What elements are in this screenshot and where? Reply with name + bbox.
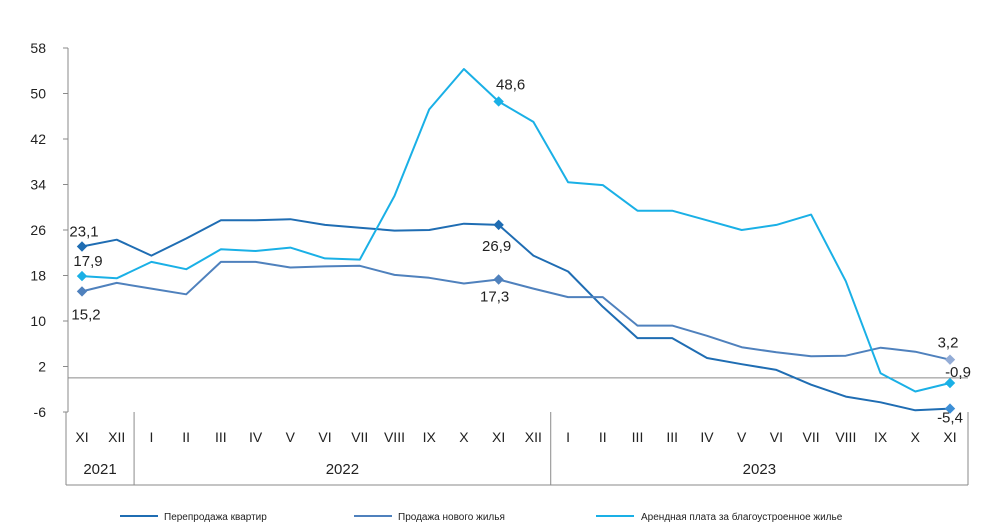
x-tick-label: X	[459, 429, 469, 445]
x-tick-label: IV	[700, 429, 714, 445]
series-line-3	[81, 68, 951, 393]
series-lines	[81, 68, 951, 412]
data-label: 17,3	[480, 288, 509, 305]
legend-label: Продажа нового жилья	[398, 512, 505, 523]
x-tick-label: III	[666, 429, 678, 445]
data-label: 48,6	[496, 76, 525, 93]
series-line-1	[81, 218, 951, 412]
x-tick-label: I	[149, 429, 153, 445]
data-marker	[76, 241, 88, 252]
y-tick-label: 2	[38, 359, 46, 375]
data-label: -5,4	[937, 410, 963, 427]
data-label: -0,9	[945, 364, 971, 381]
data-label: 23,1	[69, 223, 98, 240]
y-tick-label: 58	[30, 40, 46, 56]
x-tick-label: VI	[318, 429, 331, 445]
legend-label: Перепродажа квартир	[164, 512, 267, 523]
data-label: 3,2	[938, 335, 959, 352]
y-tick-label: 50	[30, 86, 46, 102]
y-tick-label: -6	[34, 404, 47, 420]
y-tick-label: 18	[30, 268, 46, 284]
x-tick-label: VIII	[835, 429, 856, 445]
data-labels: 23,1 26,9 -5,4 15,2 17,3 3,2 17,9 48,6 -0,9	[69, 76, 971, 426]
x-tick-label: IX	[423, 429, 437, 445]
year-label: 2021	[83, 461, 116, 478]
x-tick-label: V	[737, 429, 747, 445]
x-tick-label: VIII	[384, 429, 405, 445]
data-marker	[493, 219, 504, 231]
x-tick-label: VII	[351, 429, 368, 445]
data-label: 15,2	[71, 306, 100, 323]
data-marker	[493, 274, 504, 285]
x-tick-label: V	[286, 429, 296, 445]
data-marker	[493, 96, 504, 107]
y-tick-label: 26	[30, 222, 46, 238]
x-tick-label: I	[566, 429, 570, 445]
x-tick-label: XII	[108, 429, 125, 445]
x-tick-label: VI	[770, 429, 783, 445]
x-tick-label: XI	[943, 429, 956, 445]
series-line-2	[81, 260, 951, 361]
x-axis: XI XII I II III IV V VI VII VIII IX X XI XII I II III III…	[65, 377, 969, 486]
y-tick-label: 34	[30, 177, 46, 193]
data-marker	[76, 270, 88, 282]
x-tick-label: XI	[492, 429, 505, 445]
data-marker	[944, 403, 956, 414]
data-label: 26,9	[482, 238, 511, 255]
data-label: 17,9	[73, 253, 102, 270]
year-label: 2022	[326, 461, 359, 478]
legend: Перепродажа квартир Продажа нового жилья А…	[120, 511, 843, 523]
x-tick-label: XII	[525, 429, 542, 445]
legend-label: Арендная плата за благоустроенное жилье	[641, 511, 843, 523]
x-tick-label: VII	[803, 429, 820, 445]
x-tick-label: XI	[75, 429, 88, 445]
data-marker	[944, 377, 956, 389]
data-marker	[944, 354, 956, 365]
x-tick-label: III	[215, 429, 227, 445]
x-tick-label: IV	[249, 429, 263, 445]
y-tick-label: 10	[30, 313, 46, 329]
data-marker	[76, 286, 88, 297]
y-axis: 58 50 42 34 26 18 10 2 -6	[30, 40, 69, 420]
x-tick-label: X	[911, 429, 921, 445]
x-tick-label: II	[599, 429, 607, 445]
x-tick-label: IX	[874, 429, 888, 445]
year-label: 2023	[743, 461, 776, 478]
x-tick-label: III	[632, 429, 644, 445]
x-tick-label: II	[182, 429, 190, 445]
y-tick-label: 42	[30, 131, 46, 147]
